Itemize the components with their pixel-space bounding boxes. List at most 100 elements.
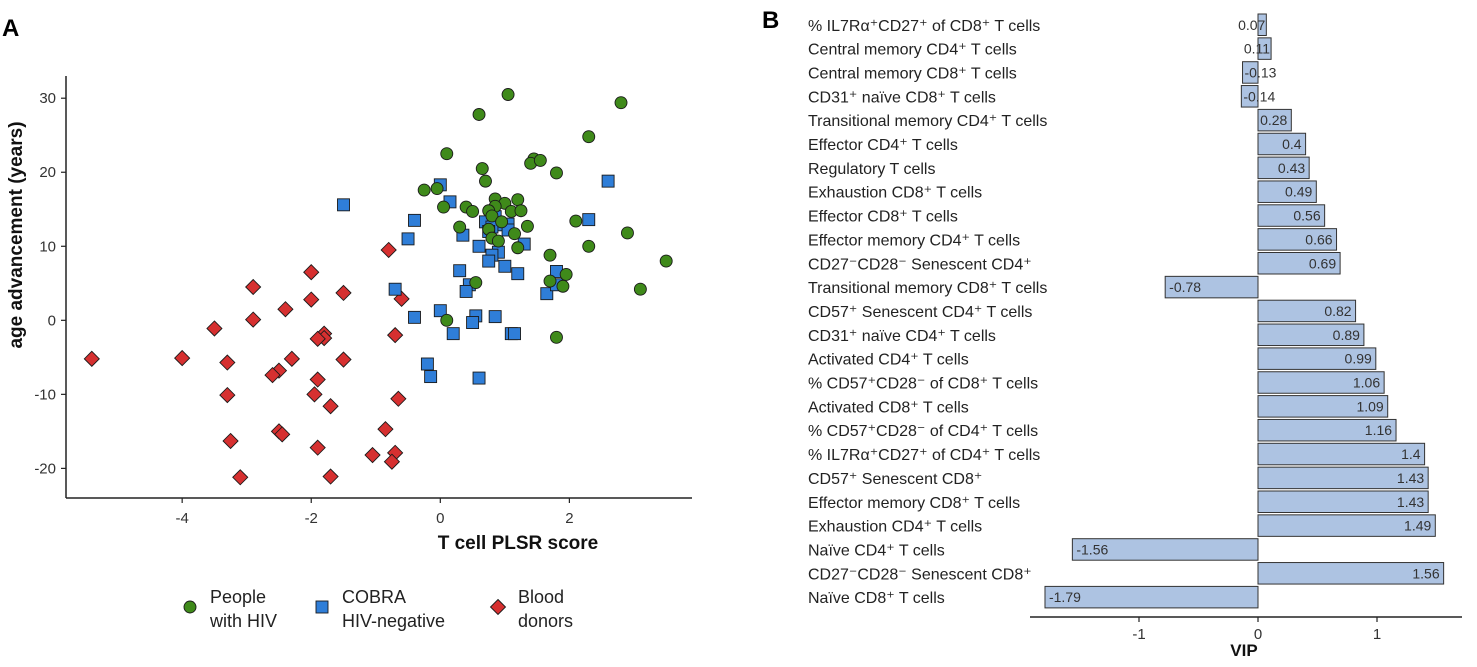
scatter-point-blood (364, 446, 381, 464)
vip-bar (1257, 156, 1310, 180)
vip-category-label: CD31⁺ naïve CD4⁺ T cells (808, 328, 996, 345)
vip-value-label: 1.09 (1356, 398, 1383, 414)
scatter-point-blood (383, 453, 401, 470)
scatter-point-hiv (440, 313, 454, 327)
vip-bar (1257, 490, 1429, 513)
scatter-point-blood (174, 349, 191, 367)
scatter-point-cobra (582, 213, 596, 227)
scatter-point-cobra (482, 254, 496, 268)
vip-bar (1257, 371, 1385, 394)
vip-x-tick-label: 0 (1254, 626, 1262, 643)
vip-category-label: Central memory CD8⁺ T cells (808, 65, 1017, 82)
scatter-y-tick-label: 10 (39, 238, 56, 255)
scatter-point-hiv (543, 274, 557, 288)
scatter-point-cobra (408, 213, 421, 227)
scatter-point-hiv (659, 254, 673, 268)
scatter-point-blood (309, 439, 326, 456)
vip-category-label: % IL7Rα⁺CD27⁺ of CD4⁺ T cells (808, 447, 1040, 464)
scatter-point-hiv (469, 276, 483, 290)
vip-category-label: Effector CD8⁺ T cells (808, 209, 958, 226)
scatter-point-cobra (472, 239, 486, 253)
vip-value-label: 1.43 (1397, 470, 1424, 486)
vip-bar (1257, 180, 1317, 203)
scatter-points (83, 88, 673, 486)
vip-value-label: 0.07 (1238, 17, 1265, 33)
scatter-point-blood (277, 301, 294, 318)
scatter-point-hiv (508, 227, 521, 241)
scatter-y-label: age advancement (years) (6, 121, 27, 348)
scatter-point-hiv (514, 204, 528, 218)
scatter-point-hiv (550, 330, 563, 344)
vip-value-label: 0.28 (1260, 112, 1287, 128)
scatter-point-hiv (614, 96, 628, 110)
scatter-point-blood (322, 468, 339, 485)
vip-category-label: Activated CD4⁺ T cells (808, 352, 969, 369)
vip-value-label: -0.13 (1245, 64, 1277, 80)
vip-value-label: 0.66 (1305, 231, 1332, 247)
vip-bar (1257, 13, 1267, 36)
scatter-point-hiv (556, 279, 570, 293)
legend-label-cobra: HIV-negative (342, 611, 445, 631)
scatter-point-cobra (540, 287, 554, 301)
vip-bar (1257, 347, 1377, 370)
vip-x-tick-label: 1 (1373, 626, 1381, 643)
vip-category-label: Effector memory CD8⁺ T cells (808, 495, 1020, 512)
scatter-point-hiv (440, 147, 454, 161)
scatter-x-label: T cell PLSR score (438, 533, 599, 554)
vip-category-label: % CD57⁺CD28⁻ of CD8⁺ T cells (808, 376, 1038, 393)
scatter-point-blood (274, 426, 291, 443)
vip-bar (1257, 37, 1272, 60)
vip-category-label: Central memory CD4⁺ T cells (808, 42, 1017, 59)
scatter-point-hiv (559, 267, 573, 281)
vip-value-label: 0.69 (1309, 255, 1336, 271)
scatter-x-tick-label: -4 (175, 510, 188, 527)
vip-value-label: -0.14 (1243, 88, 1275, 104)
vip-category-label: Naïve CD8⁺ T cells (808, 590, 945, 607)
vip-bars: 0.07 0.11 -0.13 -0.14 0.28 0.4 0.43 0.49 0.56 0.6… (1044, 13, 1445, 609)
scatter-point-cobra (498, 259, 512, 273)
legend-label-blood: donors (518, 611, 573, 631)
legend-marker-blood (489, 598, 507, 616)
scatter-point-cobra (488, 310, 502, 324)
scatter-point-blood (232, 469, 249, 486)
scatter-point-hiv (495, 215, 509, 229)
scatter-point-blood (380, 241, 397, 259)
scatter-point-hiv (491, 234, 505, 248)
scatter-point-blood (335, 284, 352, 302)
scatter-point-blood (390, 390, 407, 407)
scatter-point-cobra (453, 264, 467, 278)
vip-value-label: 0.99 (1345, 351, 1372, 367)
scatter-point-hiv (501, 88, 515, 101)
scatter-point-blood (83, 350, 100, 367)
vip-category-label: Effector CD4⁺ T cells (808, 137, 958, 154)
scatter-point-cobra (466, 316, 480, 329)
scatter-point-blood (219, 354, 236, 371)
vip-category-label: CD57⁺ Senescent CD8⁺ (808, 471, 982, 488)
scatter-y-tick-label: -10 (34, 386, 56, 403)
legend-label-cobra: COBRA (342, 587, 406, 607)
vip-value-label: 0.4 (1282, 136, 1302, 152)
vip-category-label: Naïve CD4⁺ T cells (808, 542, 945, 559)
vip-value-label: 1.06 (1353, 375, 1380, 391)
vip-value-label: 1.16 (1365, 422, 1392, 438)
vip-value-label: 1.43 (1397, 494, 1424, 510)
vip-value-label: -1.79 (1049, 589, 1081, 605)
legend-label-hiv: with HIV (209, 611, 277, 631)
vip-x-ticks: -1 0 1 (1132, 617, 1381, 643)
vip-value-label: 0.56 (1293, 208, 1320, 224)
scatter-point-cobra (408, 310, 421, 324)
scatter-point-hiv (437, 200, 450, 214)
scatter-point-blood (303, 264, 320, 281)
scatter-x-ticks: -4 -2 0 2 (175, 498, 574, 527)
scatter-point-hiv (453, 220, 467, 234)
scatter-point-blood (245, 311, 262, 328)
scatter-point-cobra (337, 198, 350, 212)
vip-value-label: 0.82 (1324, 303, 1351, 319)
scatter-point-blood (264, 366, 281, 384)
scatter-point-cobra (446, 327, 460, 341)
vip-bar (1257, 132, 1307, 156)
scatter-point-hiv (472, 108, 486, 121)
vip-category-label: Effector memory CD4⁺ T cells (808, 232, 1020, 249)
legend-label-blood: Blood (518, 587, 564, 607)
